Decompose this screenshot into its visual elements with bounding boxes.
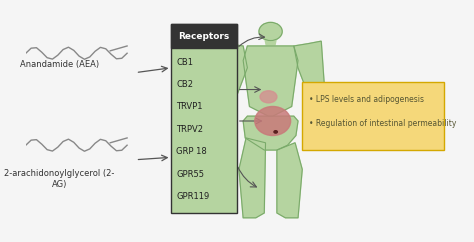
- FancyBboxPatch shape: [172, 24, 237, 213]
- Polygon shape: [265, 40, 276, 46]
- Ellipse shape: [255, 106, 291, 136]
- Text: • Regulation of intestinal permeability: • Regulation of intestinal permeability: [309, 119, 456, 128]
- Ellipse shape: [274, 131, 277, 133]
- Ellipse shape: [259, 23, 282, 40]
- Text: • LPS levels and adipogenesis: • LPS levels and adipogenesis: [309, 95, 424, 104]
- Text: GRP 18: GRP 18: [176, 147, 207, 156]
- Ellipse shape: [260, 91, 277, 103]
- Polygon shape: [243, 116, 298, 150]
- Text: TRPV2: TRPV2: [176, 125, 203, 134]
- Polygon shape: [239, 138, 265, 218]
- Text: CB1: CB1: [176, 58, 193, 67]
- Text: 2-arachidonoylglycerol (2-
AG): 2-arachidonoylglycerol (2- AG): [4, 169, 115, 189]
- Polygon shape: [277, 143, 302, 218]
- Text: TRVP1: TRVP1: [176, 103, 203, 112]
- Text: CB2: CB2: [176, 80, 193, 89]
- FancyBboxPatch shape: [172, 24, 237, 48]
- Polygon shape: [294, 41, 326, 106]
- FancyBboxPatch shape: [302, 82, 444, 150]
- Text: GPR55: GPR55: [176, 170, 204, 179]
- Text: Receptors: Receptors: [179, 32, 230, 41]
- Polygon shape: [243, 46, 298, 116]
- Text: GPR119: GPR119: [176, 192, 210, 201]
- Polygon shape: [211, 44, 247, 111]
- Text: Anandamide (AEA): Anandamide (AEA): [20, 60, 99, 69]
